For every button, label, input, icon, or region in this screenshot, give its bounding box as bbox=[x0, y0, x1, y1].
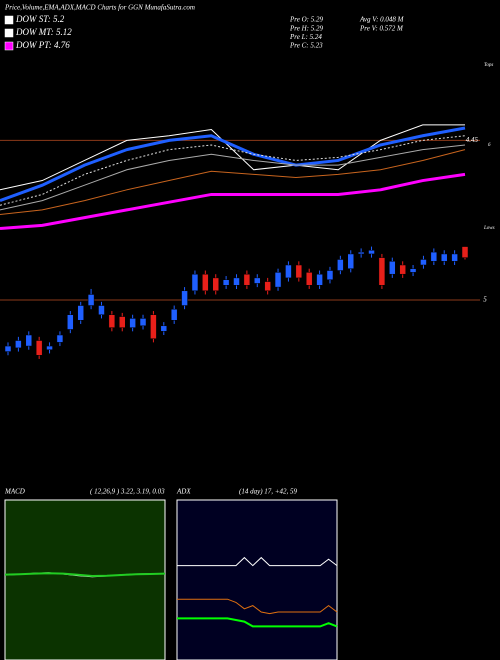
candle-body bbox=[347, 253, 354, 269]
candle-body bbox=[170, 308, 178, 321]
stat: Pre C: 5.23 bbox=[289, 42, 323, 50]
candle-body bbox=[35, 340, 43, 356]
candle-body bbox=[150, 314, 157, 339]
annotation: Tops bbox=[484, 63, 493, 68]
candle-body bbox=[119, 316, 126, 328]
legend-label: DOW ST: 5.2 bbox=[15, 14, 65, 24]
candle-body bbox=[316, 273, 323, 286]
series-line bbox=[0, 149, 466, 216]
candle-body bbox=[108, 314, 116, 328]
panel-label: MACD bbox=[4, 488, 25, 496]
candle-body bbox=[368, 250, 375, 255]
series-line bbox=[0, 172, 466, 230]
stat: Pre L: 5.24 bbox=[289, 33, 322, 41]
candle-body bbox=[420, 259, 427, 266]
candle-body bbox=[46, 345, 53, 350]
candle-body bbox=[56, 334, 64, 343]
panel-params: ( 12,26,9 ) 3.22, 3.19, 0.03 bbox=[90, 488, 165, 496]
candle-body bbox=[430, 251, 438, 262]
candle-body bbox=[440, 253, 448, 262]
candle-body bbox=[139, 318, 147, 327]
candle-body bbox=[295, 264, 303, 279]
candle-body bbox=[305, 272, 313, 286]
candle-body bbox=[181, 290, 188, 306]
legend-swatch bbox=[4, 28, 14, 38]
series-line bbox=[177, 617, 338, 628]
candle-body bbox=[409, 268, 417, 273]
panel-params: (14 day) 17, +42, 59 bbox=[239, 488, 297, 496]
candle-body bbox=[337, 259, 344, 271]
candle-body bbox=[212, 277, 219, 292]
candle-body bbox=[4, 345, 12, 352]
series-line bbox=[0, 144, 466, 211]
candle-body bbox=[25, 334, 33, 347]
legend-label: DOW MT: 5.12 bbox=[15, 27, 72, 37]
candle-body bbox=[87, 294, 95, 306]
annotation: Lows bbox=[483, 226, 495, 231]
series-line bbox=[0, 124, 465, 191]
stat: Avg V: 0.048 M bbox=[359, 16, 405, 24]
candle-body bbox=[389, 261, 396, 275]
candle-body bbox=[285, 264, 292, 279]
candle-body bbox=[264, 281, 271, 292]
candle-body bbox=[77, 305, 84, 321]
stat: Pre O: 5.29 bbox=[289, 16, 323, 24]
panel-label: ADX bbox=[176, 488, 191, 496]
chart-title: Price,Volume,EMA,ADX,MACD Charts for GGN… bbox=[4, 4, 195, 12]
y-tick-label: 5 bbox=[483, 296, 487, 304]
candle-body bbox=[451, 253, 458, 262]
series-line bbox=[0, 126, 466, 203]
candle-body bbox=[274, 272, 282, 288]
series-line bbox=[177, 598, 338, 615]
panel bbox=[4, 499, 166, 660]
candle-body bbox=[222, 279, 230, 286]
candle-body bbox=[243, 273, 251, 286]
candle-body bbox=[233, 277, 240, 286]
candle-body bbox=[129, 318, 136, 328]
candle-body bbox=[378, 257, 386, 286]
candle-body bbox=[67, 314, 74, 330]
legend-swatch bbox=[4, 41, 14, 51]
candle-body bbox=[357, 251, 365, 255]
candle-body bbox=[254, 277, 261, 284]
stat: Pre H: 5.29 bbox=[289, 24, 323, 32]
legend-label: DOW PT: 4.76 bbox=[15, 40, 70, 50]
stat: Pre V: 0.572 M bbox=[359, 25, 404, 33]
candle-body bbox=[191, 273, 199, 292]
series-line bbox=[177, 556, 338, 567]
candle-body bbox=[326, 270, 334, 280]
series-line bbox=[4, 572, 166, 578]
legend-swatch bbox=[4, 15, 14, 25]
candle-body bbox=[399, 264, 406, 275]
candle-body bbox=[202, 273, 209, 292]
annotation: 6 bbox=[488, 143, 491, 148]
candle-body bbox=[461, 246, 469, 258]
candle-body bbox=[98, 305, 105, 315]
candle-body bbox=[15, 340, 22, 349]
panel bbox=[176, 499, 338, 660]
candle-body bbox=[160, 325, 168, 332]
y-tick-label: 4.45 bbox=[466, 136, 479, 144]
